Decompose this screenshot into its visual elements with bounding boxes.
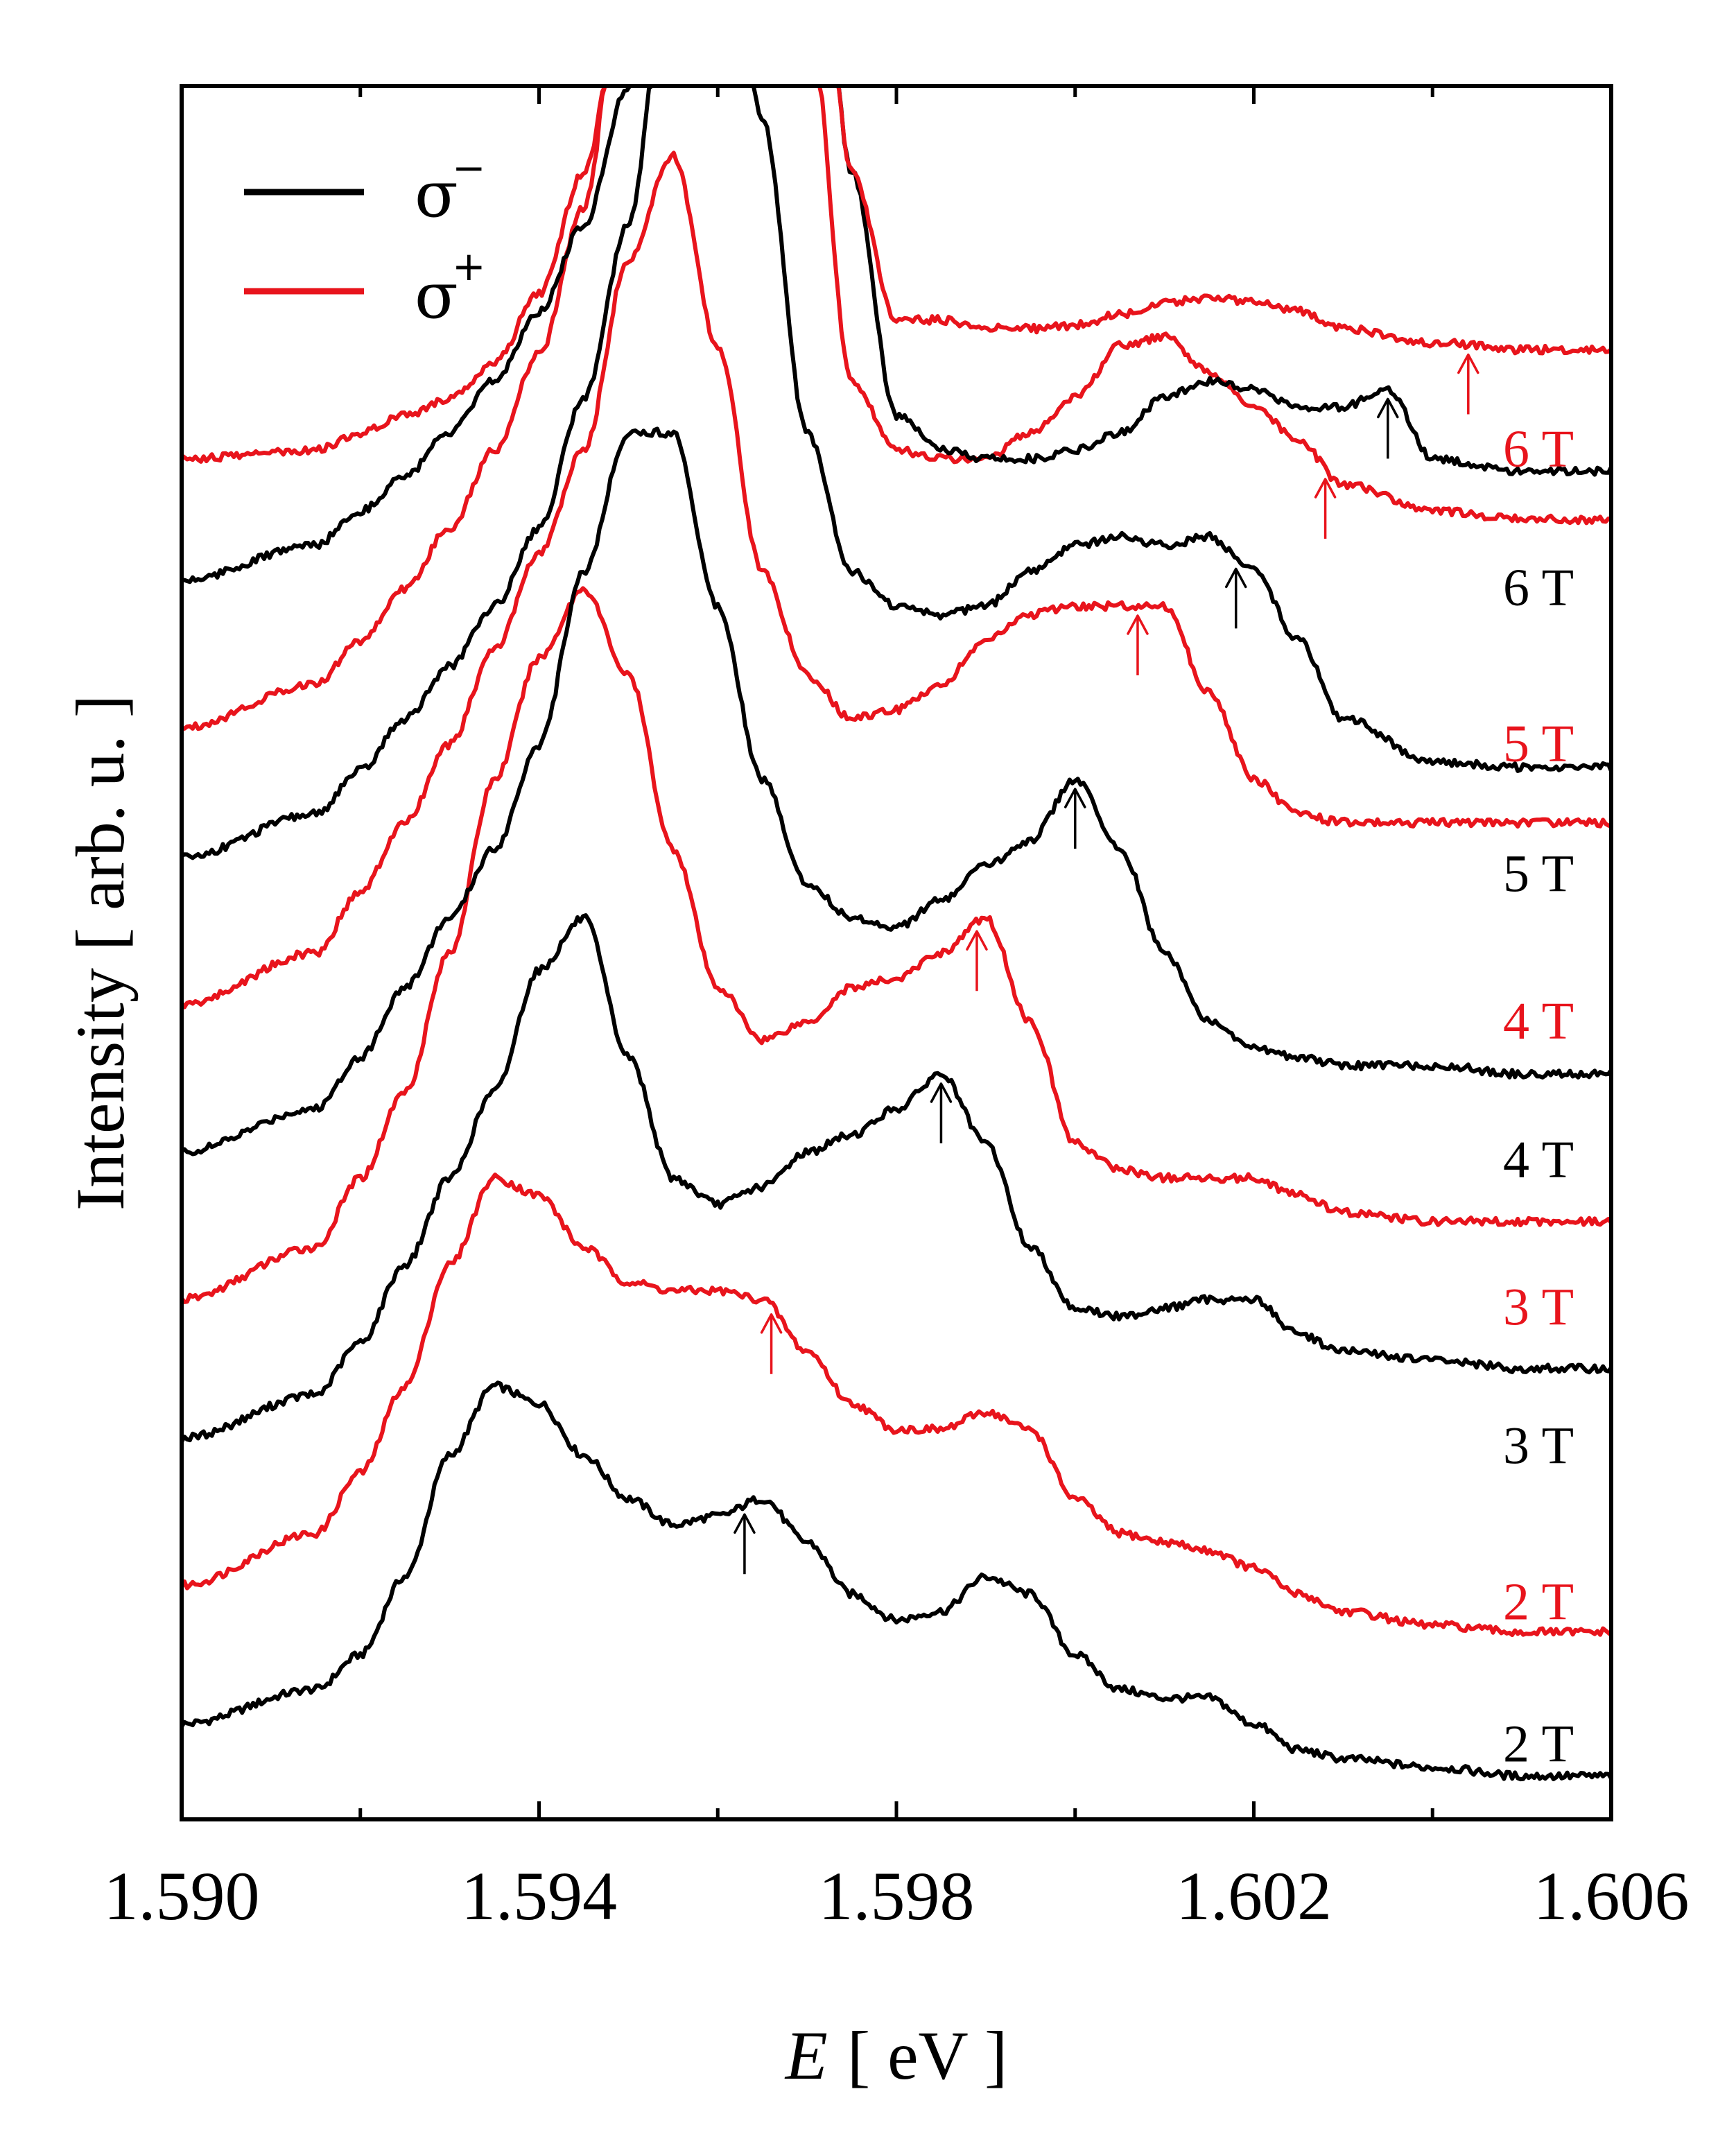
field-label-3t-sigma-: 3 T [1503, 1417, 1574, 1475]
peak-arrow-4t-sigma+ [1127, 614, 1149, 675]
field-label-5t-sigma-: 5 T [1503, 845, 1574, 903]
peak-arrow-4t-sigma- [1064, 788, 1086, 849]
peak-arrow-2t-sigma+ [760, 1313, 783, 1374]
field-label-4t-sigma+: 4 T [1503, 992, 1574, 1050]
legend-sigma-plus-symbol: σ [415, 259, 458, 333]
legend-sigma-minus-sup: − [452, 144, 486, 191]
legend-sigma-minus-symbol: σ [415, 157, 458, 232]
field-label-4t-sigma-: 4 T [1503, 1131, 1574, 1189]
x-tick-label: 1.590 [104, 1857, 260, 1934]
peak-arrow-6t-sigma+ [1457, 353, 1479, 415]
peak-arrow-3t-sigma+ [966, 930, 988, 991]
series-4t-sigma+ [182, 150, 1611, 1010]
peak-arrow-5t-sigma+ [1314, 478, 1337, 539]
legend-sigma-plus-sup: + [452, 243, 486, 290]
series-5t-sigma- [182, 86, 1611, 860]
series-2t-sigma+ [182, 1172, 1611, 1638]
field-label-6t-sigma-: 6 T [1503, 559, 1574, 617]
series-layer [182, 86, 1611, 1782]
series-3t-sigma- [182, 913, 1611, 1444]
series-3t-sigma+ [182, 586, 1611, 1304]
peak-arrows [734, 353, 1479, 1575]
peak-arrow-3t-sigma- [930, 1082, 953, 1143]
series-6t-sigma- [182, 86, 1611, 584]
legend: σ − σ + [244, 144, 486, 333]
x-tick-label: 1.602 [1176, 1857, 1332, 1934]
peak-arrow-6t-sigma- [1377, 397, 1399, 459]
x-tick-label: 1.598 [819, 1857, 975, 1934]
x-tick-label: 1.594 [461, 1857, 617, 1934]
field-label-6t-sigma+: 6 T [1503, 420, 1574, 478]
x-tick-label: 1.606 [1534, 1857, 1690, 1934]
field-label-3t-sigma+: 3 T [1503, 1279, 1574, 1337]
x-axis-symbol: E [784, 2017, 828, 2094]
x-axis-ticks: 1.590 1.594 1.598 1.602 1.606 [104, 86, 1690, 1934]
field-label-2t-sigma+: 2 T [1503, 1573, 1574, 1631]
x-axis-unit: [ eV ] [847, 2017, 1007, 2094]
series-4t-sigma- [182, 426, 1611, 1157]
peak-arrow-5t-sigma- [1224, 567, 1247, 629]
series-6t-sigma+ [182, 86, 1611, 464]
field-label-5t-sigma+: 5 T [1503, 715, 1574, 773]
series-5t-sigma+ [182, 86, 1611, 731]
x-axis-title: E[ eV ] [784, 2017, 1008, 2094]
y-axis-title: Intensity [ arb. u. ] [62, 695, 139, 1211]
field-label-2t-sigma-: 2 T [1503, 1715, 1574, 1774]
peak-arrow-2t-sigma- [734, 1513, 756, 1575]
series-2t-sigma- [182, 1380, 1611, 1782]
field-labels: 2 T 2 T 3 T 3 T 4 T 4 T 5 T 5 T 6 T 6 T [1503, 420, 1574, 1774]
